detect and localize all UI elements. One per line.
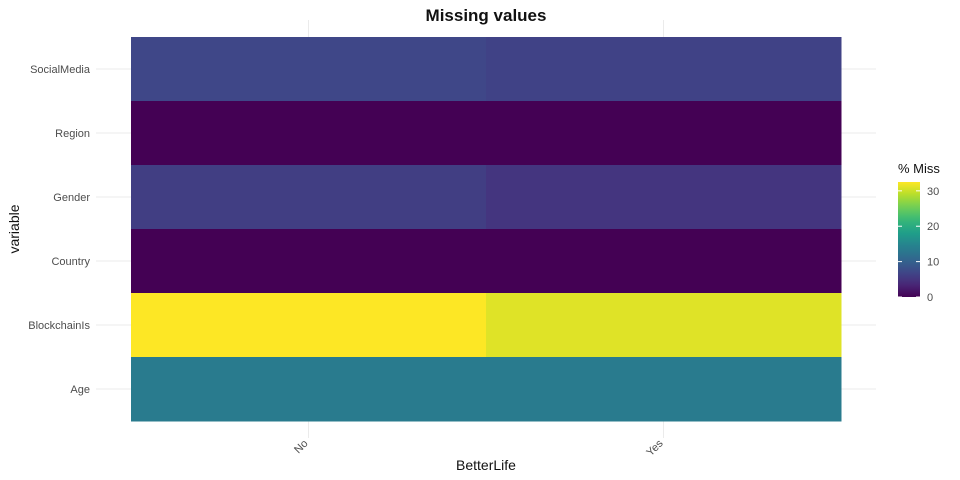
heatmap-cell-socialmedia-no <box>131 37 487 102</box>
heatmap-cell-region-no <box>131 101 487 166</box>
y-tick-label: SocialMedia <box>30 64 91 76</box>
x-tick-label: Yes <box>644 437 666 459</box>
heatmap-cell-socialmedia-yes <box>486 37 842 102</box>
chart-title: Missing values <box>426 6 547 25</box>
y-axis-title: variable <box>6 204 22 253</box>
legend-tick-label: 20 <box>927 221 939 233</box>
heatmap-cell-country-yes <box>486 229 842 294</box>
heatmap-cell-country-no <box>131 229 487 294</box>
heatmap-cell-region-yes <box>486 101 842 166</box>
y-tick-label: Age <box>70 384 90 396</box>
heatmap-cell-blockchainis-no <box>131 293 487 358</box>
y-tick-label: Region <box>55 128 90 140</box>
heatmap-cell-gender-no <box>131 165 487 230</box>
y-tick-label: Gender <box>53 192 90 204</box>
heatmap-cell-age-no <box>131 357 487 422</box>
heatmap-cells <box>131 37 842 422</box>
x-axis-title: BetterLife <box>456 457 516 473</box>
legend-colorbar <box>898 182 920 297</box>
heatmap-cell-age-yes <box>486 357 842 422</box>
y-tick-label: Country <box>51 256 90 268</box>
x-tick-label: No <box>292 438 310 456</box>
heatmap-cell-gender-yes <box>486 165 842 230</box>
legend-tick-label: 0 <box>927 292 933 304</box>
heatmap-cell-blockchainis-yes <box>486 293 842 358</box>
legend-tick-label: 10 <box>927 257 939 269</box>
legend-tick-label: 30 <box>927 186 939 198</box>
y-tick-label: BlockchainIs <box>28 320 90 332</box>
y-tick-labels: SocialMedia Region Gender Country Blockchain… <box>28 64 91 396</box>
legend-title: % Miss <box>898 161 940 176</box>
x-tick-labels: No Yes <box>292 437 666 459</box>
color-legend: % Miss 0 10 20 30 <box>898 161 940 304</box>
